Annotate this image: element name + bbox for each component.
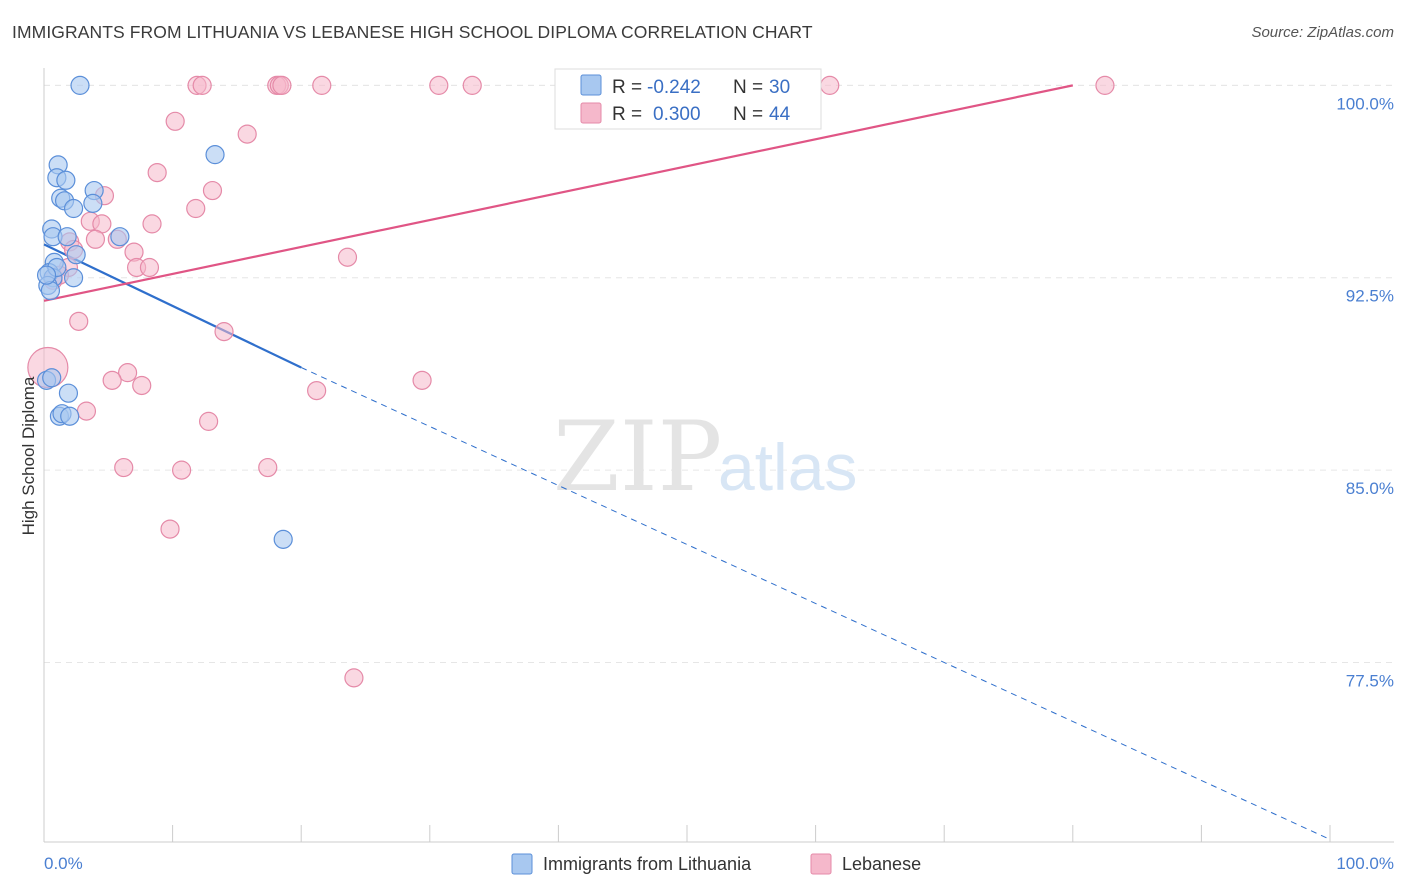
trend-line-lithuania-projection — [300, 367, 1331, 840]
x-tick-label-100: 100.0% — [1336, 854, 1394, 873]
legend-swatch-pink — [580, 102, 602, 124]
point-lithuania — [66, 245, 86, 265]
x-tick-label-0: 0.0% — [44, 854, 83, 873]
y-tick-label: 100.0% — [1336, 94, 1394, 113]
legend-n-value-2: 44 — [769, 104, 791, 125]
point-lebanese — [165, 111, 185, 131]
point-lithuania — [57, 227, 77, 247]
x-tick-labels: 0.0% 100.0% — [44, 854, 1394, 873]
point-lebanese — [85, 229, 106, 249]
trend-lines — [43, 84, 1331, 840]
point-lithuania — [60, 406, 80, 426]
point-lithuania — [63, 268, 84, 288]
y-tick-labels: 77.5% 85.0% 92.5% 100.0% — [1336, 94, 1394, 690]
point-lithuania — [70, 75, 90, 95]
point-lebanese — [214, 322, 234, 342]
series-legend-lithuania: Immigrants from Lithuania — [543, 854, 752, 874]
point-lebanese — [69, 311, 89, 331]
point-lebanese — [139, 257, 160, 278]
point-lebanese — [117, 363, 138, 383]
point-lithuania — [63, 198, 84, 219]
point-lebanese — [237, 124, 257, 144]
point-lebanese — [412, 370, 432, 390]
point-lebanese — [258, 457, 278, 478]
point-lebanese — [312, 75, 332, 95]
point-lebanese — [1095, 75, 1115, 95]
point-lithuania — [110, 227, 130, 247]
point-lebanese — [76, 401, 97, 421]
y-axis-label: High School Diploma — [19, 376, 38, 535]
legend-n-label-2: N = — [733, 104, 763, 125]
watermark-zip: ZIP — [553, 401, 722, 513]
legend-r-label-1: R = — [612, 77, 642, 98]
point-lebanese — [199, 411, 219, 431]
point-lebanese — [337, 247, 358, 267]
point-lebanese — [820, 75, 840, 95]
series-legend-swatch-lithuania — [511, 853, 533, 875]
series-legend-swatch-lebanese — [810, 853, 832, 875]
point-lebanese — [186, 198, 206, 219]
series-legend: Immigrants from Lithuania Lebanese — [511, 853, 921, 875]
watermark-atlas: atlas — [718, 430, 857, 504]
data-points — [27, 75, 1115, 688]
point-lebanese — [114, 457, 134, 478]
legend-swatch-blue — [580, 74, 602, 96]
point-lithuania — [273, 529, 293, 549]
point-lebanese — [344, 668, 364, 688]
chart-title: IMMIGRANTS FROM LITHUANIA VS LEBANESE HI… — [12, 22, 813, 42]
point-lebanese — [142, 214, 162, 234]
point-lithuania — [42, 368, 62, 388]
legend-r-label-2: R = — [612, 104, 642, 125]
point-lithuania — [56, 170, 76, 190]
point-lithuania — [205, 145, 225, 165]
point-lebanese — [202, 180, 223, 201]
point-lithuania — [36, 265, 57, 285]
y-tick-label: 85.0% — [1346, 479, 1394, 498]
axes — [43, 68, 1394, 843]
point-lithuania — [58, 383, 79, 403]
trend-line-lithuania — [43, 243, 302, 369]
legend-r-value-1: -0.242 — [647, 77, 701, 98]
point-lebanese — [462, 75, 482, 95]
point-lebanese — [147, 162, 167, 183]
source-label: Source: ZipAtlas.com — [1251, 24, 1394, 41]
watermark: ZIP atlas — [553, 401, 857, 513]
point-lebanese — [132, 375, 152, 396]
gridlines — [44, 84, 1394, 663]
series-legend-lebanese: Lebanese — [842, 854, 921, 874]
point-lebanese — [192, 75, 212, 95]
point-lebanese — [272, 75, 292, 95]
y-tick-label: 77.5% — [1346, 671, 1394, 690]
point-lebanese — [429, 75, 449, 95]
legend-n-value-1: 30 — [769, 77, 790, 98]
legend-r-value-2: 0.300 — [653, 104, 701, 125]
point-lebanese — [102, 370, 122, 390]
point-lebanese — [160, 519, 180, 539]
correlation-legend: R = -0.242 N = 30 R = 0.300 N = 44 — [554, 68, 822, 130]
y-tick-label: 92.5% — [1346, 287, 1394, 306]
legend-n-label-1: N = — [733, 77, 763, 98]
point-lebanese — [172, 460, 192, 480]
point-lithuania — [83, 193, 103, 213]
point-lebanese — [307, 380, 327, 401]
trend-line-lebanese — [43, 84, 1074, 302]
